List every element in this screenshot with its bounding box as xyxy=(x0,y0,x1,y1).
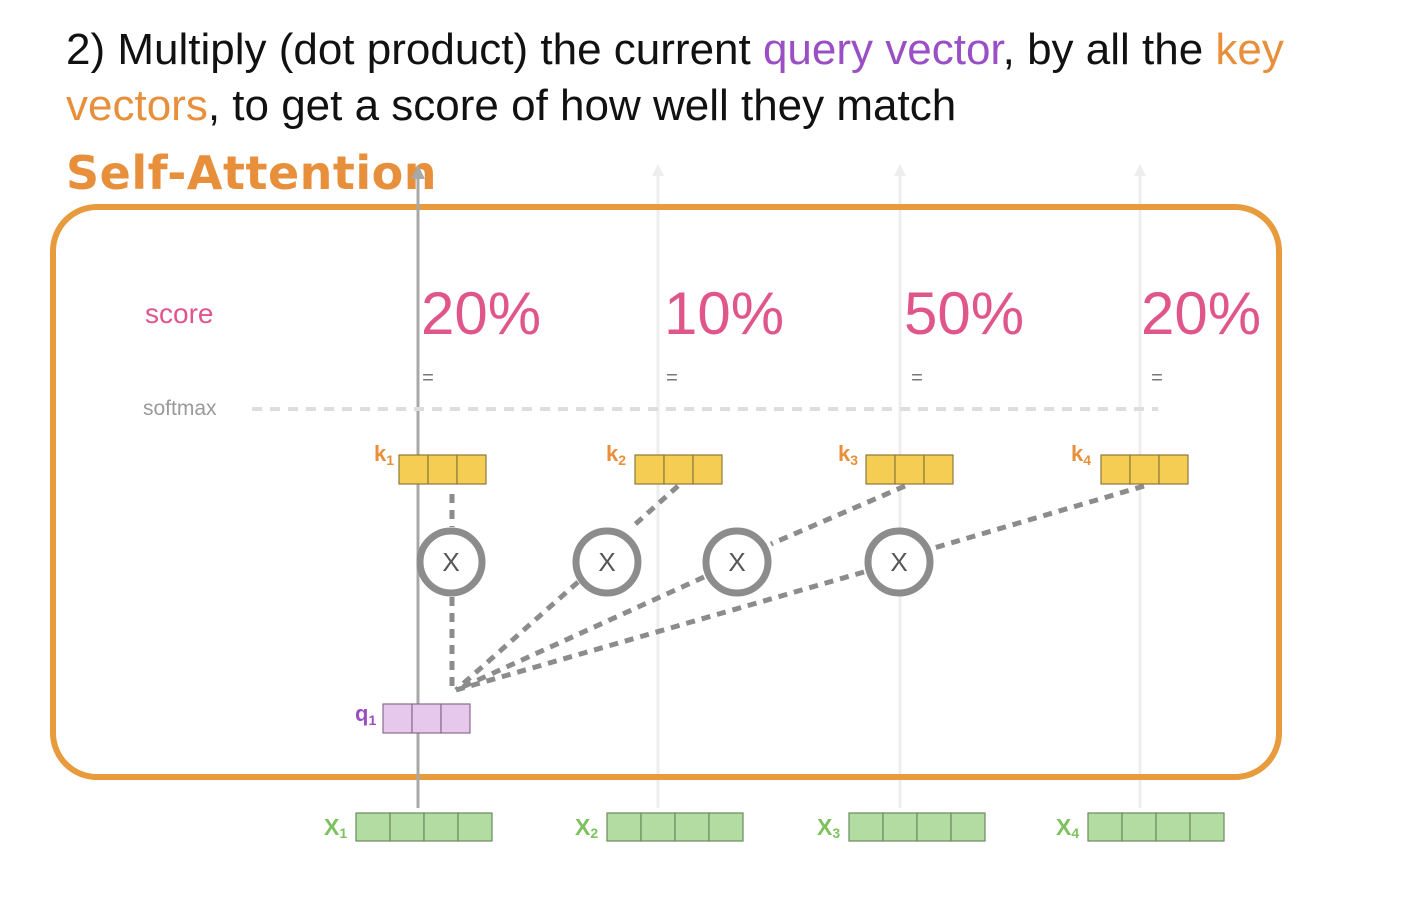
connector-k3-to-mult xyxy=(770,483,906,547)
key-label-4: k4 xyxy=(1071,441,1091,468)
key-vector-3 xyxy=(865,454,954,485)
key-vector-2 xyxy=(634,454,723,485)
connector-k4-to-mult xyxy=(933,483,1145,551)
score-value-4: 20% xyxy=(1141,280,1261,347)
multiply-symbol: X xyxy=(598,547,615,577)
query-label-1: q1 xyxy=(355,701,376,728)
input-vector-3 xyxy=(848,812,986,842)
softmax-label: softmax xyxy=(143,397,217,420)
equals-sign-2: = xyxy=(666,367,678,389)
heading-key-term: key vectors xyxy=(66,25,1284,130)
score-value-3: 50% xyxy=(904,280,1024,347)
key-label-1: k1 xyxy=(374,441,394,468)
up-arrow-icon xyxy=(894,164,906,176)
query-vector-1 xyxy=(382,703,471,734)
input-vector-4 xyxy=(1087,812,1225,842)
circled-x-icon xyxy=(572,527,642,597)
input-vector-1 xyxy=(355,812,493,842)
self-attention-title: Self-Attention xyxy=(66,146,438,200)
multiply-symbol: X xyxy=(442,547,459,577)
connector-mult-to-q1 xyxy=(454,580,580,692)
heading: 2) Multiply (dot product) the current qu… xyxy=(66,22,1406,134)
key-label-2: k2 xyxy=(606,441,626,468)
circled-x-icon xyxy=(702,527,772,597)
equals-sign-3: = xyxy=(911,367,923,389)
input-label-2: X2 xyxy=(575,814,598,841)
heading-prefix: 2) Multiply (dot product) the current xyxy=(66,25,763,74)
dot-product-connectors xyxy=(449,483,1145,693)
up-arrow-icon xyxy=(652,164,664,176)
circled-x-icon xyxy=(416,527,486,597)
connector-k2-to-mult xyxy=(629,484,680,530)
key-label-3: k3 xyxy=(838,441,858,468)
heading-middle: , by all the xyxy=(1002,25,1216,74)
key-vector-4 xyxy=(1100,454,1189,485)
circled-x-icon xyxy=(864,527,934,597)
up-arrow-icon xyxy=(1134,164,1146,176)
up-arrow-icon xyxy=(411,165,425,179)
input-label-3: X3 xyxy=(817,814,840,841)
equals-sign-4: = xyxy=(1151,367,1163,389)
score-value-1: 20% xyxy=(421,280,541,347)
key-vector-1 xyxy=(398,454,487,485)
score-value-2: 10% xyxy=(664,280,784,347)
heading-suffix: , to get a score of how well they match xyxy=(207,81,957,130)
input-label-4: X4 xyxy=(1056,814,1079,841)
equals-sign-1: = xyxy=(422,367,434,389)
multiply-symbol: X xyxy=(890,547,907,577)
connector-mult-to-q1 xyxy=(454,574,706,693)
self-attention-frame xyxy=(50,204,1282,780)
input-label-1: X1 xyxy=(324,814,347,841)
connector-mult-to-q1 xyxy=(455,569,865,693)
input-vector-2 xyxy=(606,812,744,842)
heading-query-term: query vector xyxy=(762,25,1003,74)
score-label: score xyxy=(145,298,213,329)
multiply-symbol: X xyxy=(728,547,745,577)
